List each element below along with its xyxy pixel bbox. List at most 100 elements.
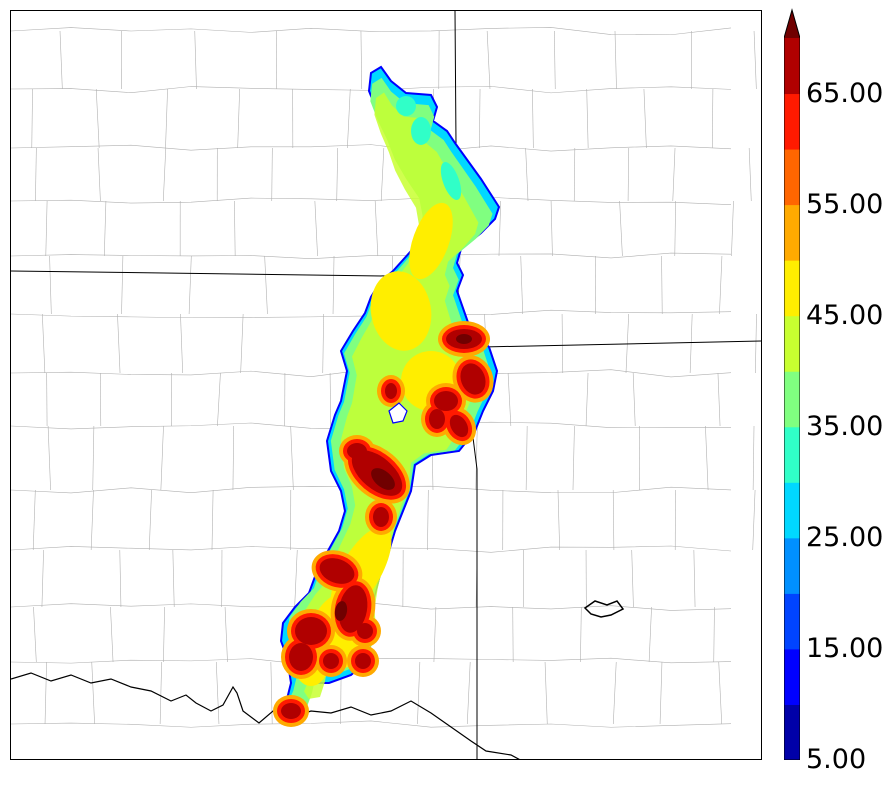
swath-cell bbox=[355, 653, 371, 669]
county-line bbox=[332, 255, 335, 315]
county-line bbox=[180, 313, 183, 374]
county-line bbox=[753, 30, 757, 90]
county-line bbox=[755, 313, 757, 374]
county-line bbox=[561, 313, 564, 374]
swath-cell bbox=[396, 96, 416, 116]
county-line bbox=[11, 27, 732, 36]
swath-cell bbox=[371, 468, 395, 490]
county-line bbox=[466, 661, 471, 725]
county-line bbox=[544, 661, 548, 725]
county-line bbox=[314, 200, 318, 257]
swath-cell bbox=[338, 585, 368, 633]
county-line bbox=[705, 425, 709, 491]
colorbar-extend-arrow bbox=[784, 10, 800, 38]
colorbar-segment bbox=[784, 204, 800, 261]
county-line bbox=[479, 88, 481, 149]
swath-cell bbox=[456, 334, 472, 344]
county-line bbox=[97, 147, 101, 202]
county-line bbox=[550, 200, 553, 257]
colorbar-tick-label: 45.00 bbox=[806, 299, 884, 331]
county-line bbox=[240, 313, 244, 374]
colorbar-segment bbox=[784, 648, 800, 705]
colorbar-segment bbox=[784, 93, 800, 150]
county-line bbox=[11, 197, 732, 205]
county-line bbox=[232, 425, 235, 491]
county-line bbox=[237, 88, 240, 149]
map-panel bbox=[10, 10, 762, 760]
county-line bbox=[498, 200, 502, 257]
swath-cell bbox=[449, 414, 469, 438]
county-line bbox=[35, 147, 37, 202]
county-line bbox=[632, 372, 636, 427]
county-line bbox=[347, 88, 351, 149]
swath-cell bbox=[411, 117, 431, 145]
county-line bbox=[160, 425, 164, 491]
county-line bbox=[42, 313, 46, 374]
red-river-border bbox=[11, 672, 520, 759]
swath-cell bbox=[289, 643, 313, 671]
county-line bbox=[45, 200, 48, 257]
swath-cell bbox=[440, 162, 462, 200]
county-line bbox=[32, 489, 36, 551]
colorbar-segment bbox=[784, 537, 800, 594]
county-line bbox=[659, 661, 663, 725]
county-line bbox=[59, 30, 63, 90]
county-line bbox=[627, 147, 630, 202]
county-line bbox=[643, 88, 647, 149]
county-line bbox=[427, 489, 429, 551]
county-line bbox=[752, 425, 755, 491]
county-line bbox=[159, 661, 162, 725]
colorbar-segment bbox=[784, 704, 800, 760]
county-line bbox=[271, 147, 273, 202]
swath-cell bbox=[373, 507, 389, 527]
county-line bbox=[475, 425, 478, 491]
colorbar-segment bbox=[784, 482, 800, 539]
swath-cell bbox=[281, 703, 301, 719]
swath-cell bbox=[409, 202, 453, 280]
county-line bbox=[711, 88, 714, 149]
county-line bbox=[215, 661, 220, 725]
county-line bbox=[31, 88, 33, 149]
county-line bbox=[554, 30, 556, 90]
county-line bbox=[572, 425, 575, 491]
county-line bbox=[648, 606, 652, 663]
county-line bbox=[374, 200, 379, 257]
colorbar-segment bbox=[784, 260, 800, 317]
county-line bbox=[532, 88, 534, 149]
county-line bbox=[322, 313, 324, 374]
county-line bbox=[417, 661, 421, 725]
county-line bbox=[162, 147, 167, 202]
colorbar-tick-label: 15.00 bbox=[806, 632, 884, 664]
county-line bbox=[91, 661, 95, 725]
state-border-east bbox=[481, 340, 761, 348]
county-line bbox=[380, 147, 385, 202]
colorbar-tick-label: 65.00 bbox=[806, 77, 884, 109]
county-line bbox=[117, 313, 121, 374]
swath-cell bbox=[347, 443, 367, 459]
colorbar-tick-label: 5.00 bbox=[806, 744, 867, 775]
county-line bbox=[165, 88, 168, 149]
county-line bbox=[217, 372, 221, 427]
swath-hole bbox=[388, 402, 408, 424]
county-line bbox=[47, 425, 51, 491]
county-line bbox=[614, 30, 617, 90]
county-line bbox=[525, 147, 529, 202]
county-line bbox=[33, 606, 37, 663]
county-line bbox=[752, 489, 756, 551]
colorbar-segment bbox=[784, 593, 800, 650]
county-line bbox=[672, 147, 676, 202]
swath-cell bbox=[334, 601, 348, 621]
colorbar-tick-label: 55.00 bbox=[806, 188, 884, 220]
county-line bbox=[99, 372, 102, 427]
county-line bbox=[693, 549, 696, 608]
county-line bbox=[11, 720, 732, 728]
county-line bbox=[360, 30, 363, 90]
county-line bbox=[612, 489, 615, 551]
county-line bbox=[44, 661, 47, 725]
county-line bbox=[689, 313, 693, 374]
county-line bbox=[631, 549, 634, 608]
county-line bbox=[525, 425, 528, 491]
colorbar-segment bbox=[784, 38, 800, 95]
county-line bbox=[95, 88, 100, 149]
county-line bbox=[163, 606, 165, 663]
